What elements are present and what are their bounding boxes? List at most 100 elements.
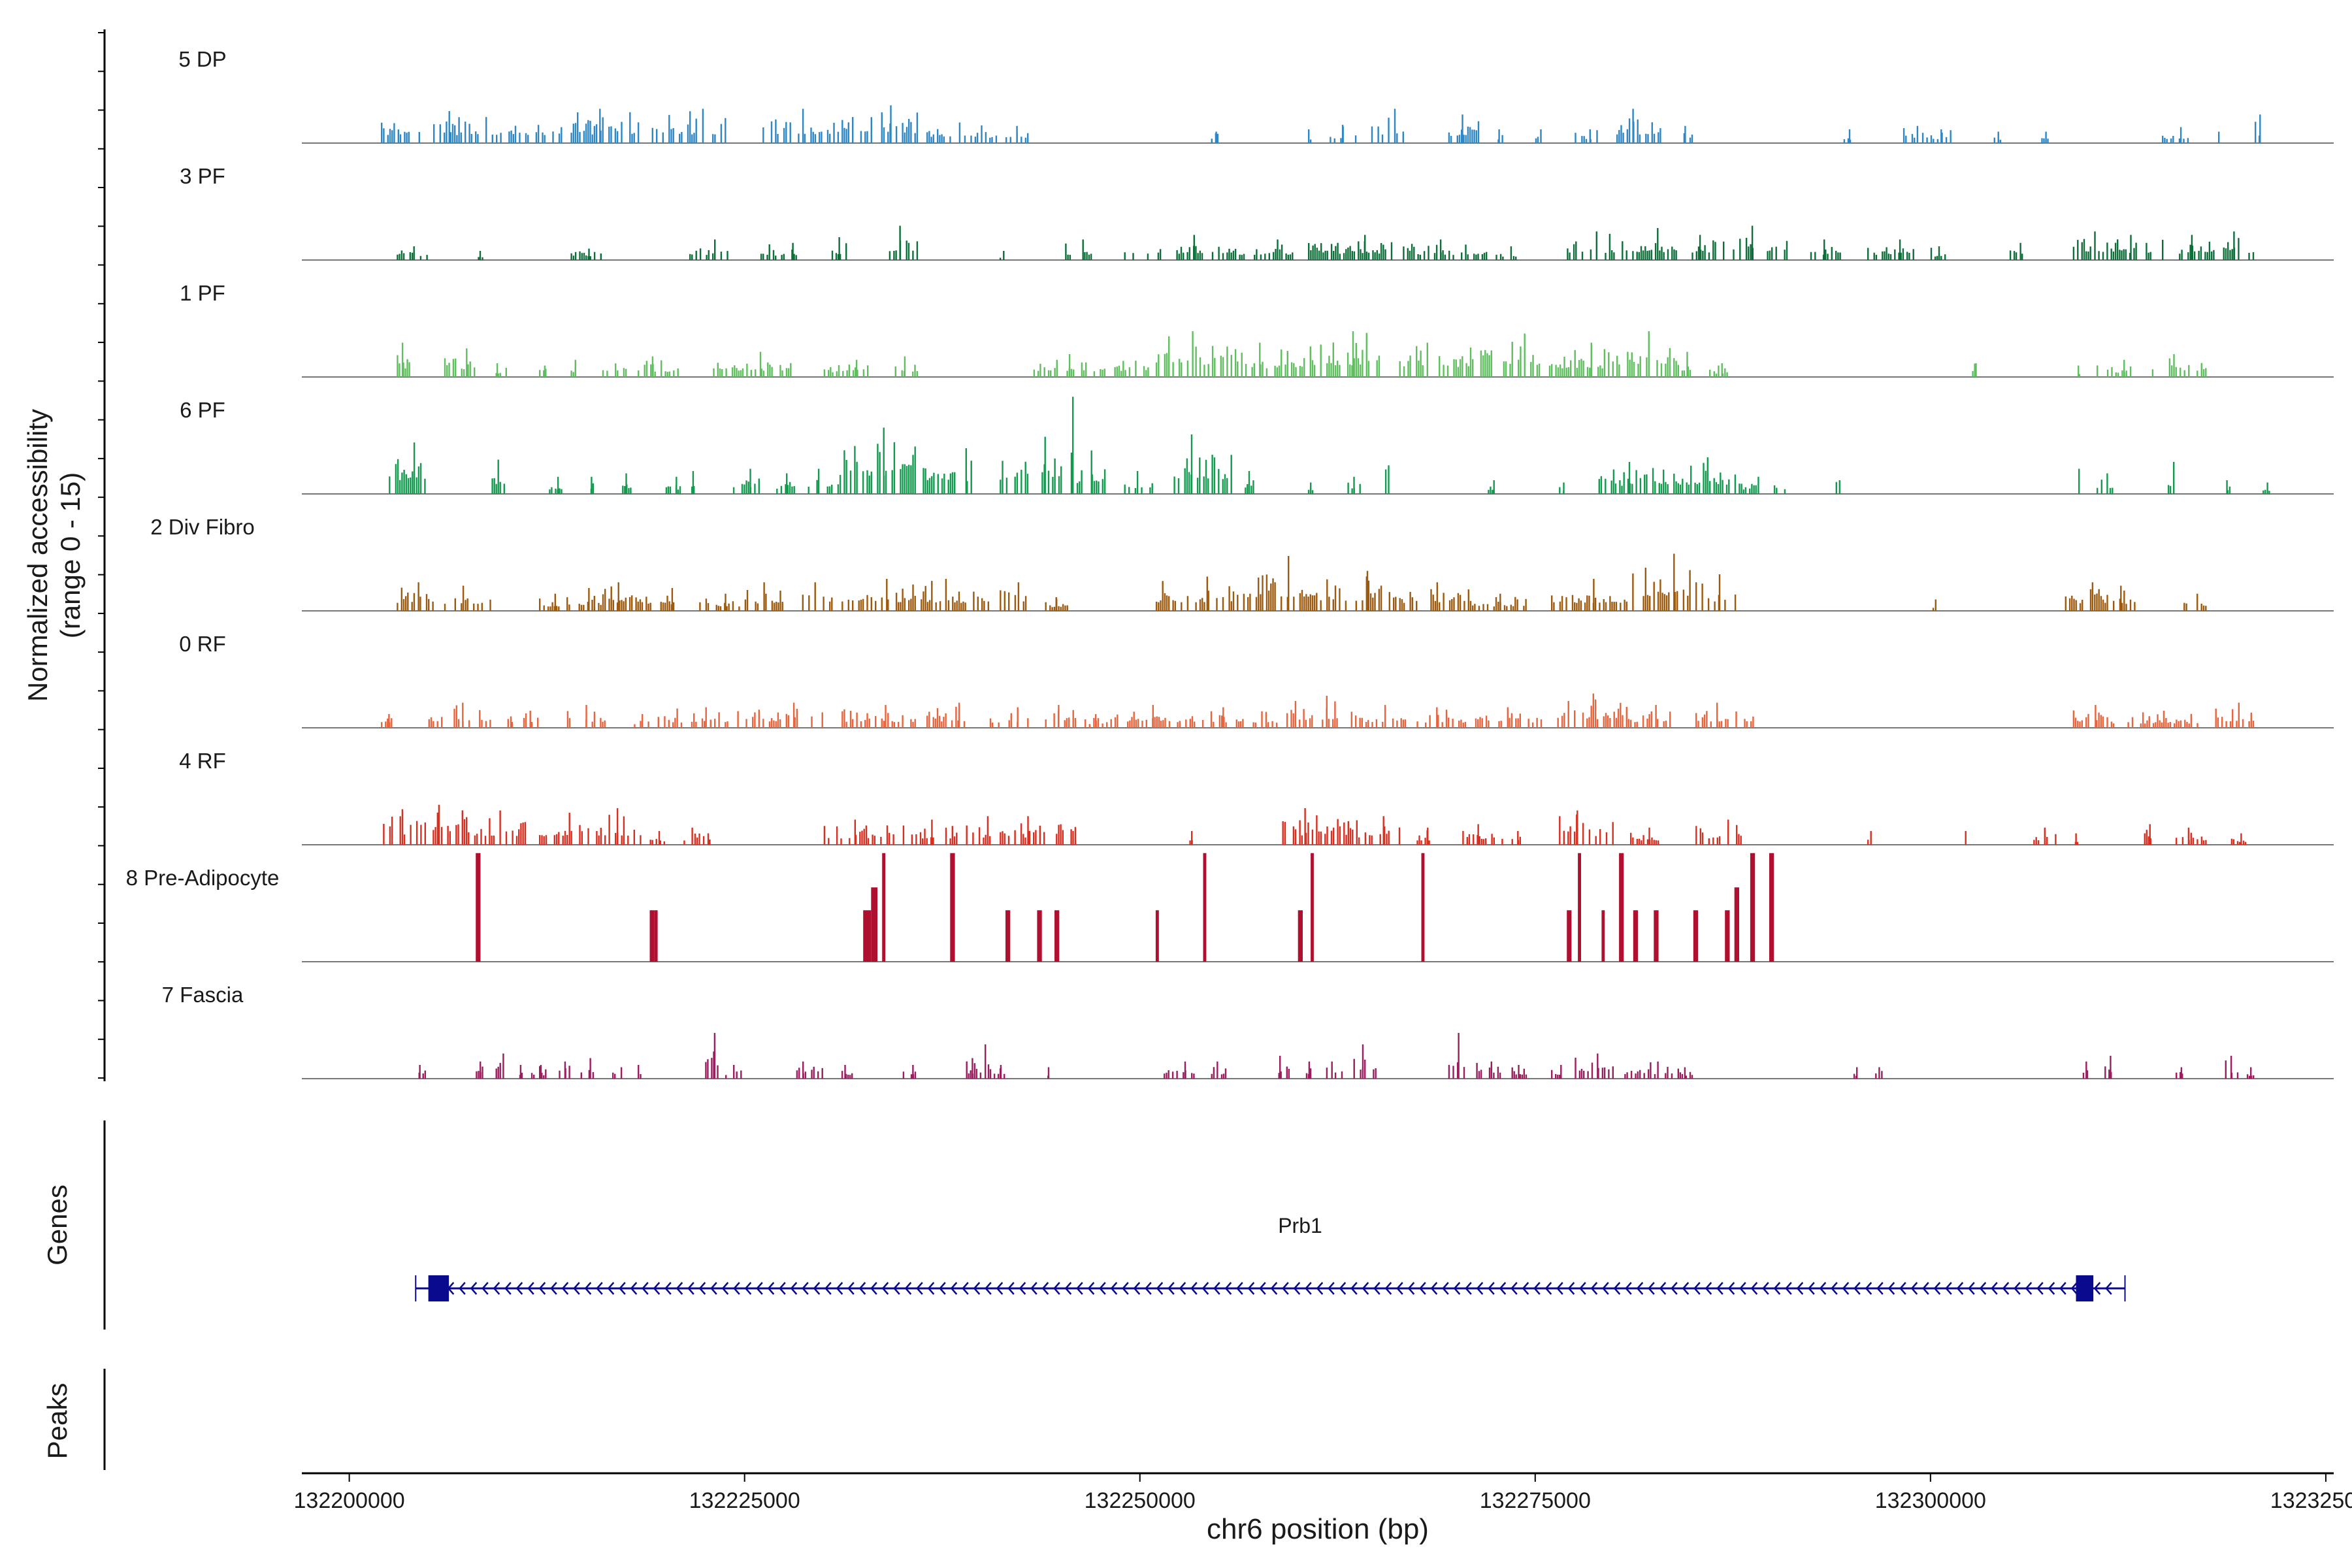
coverage-signal: [2033, 827, 2057, 845]
coverage-signal: [604, 808, 642, 845]
coverage-signal: [389, 442, 426, 494]
coverage-signal: [1155, 331, 1232, 377]
coverage-signal: [1037, 910, 1042, 962]
coverage-signal: [1313, 331, 1380, 377]
coverage-signal: [2104, 1056, 2112, 1079]
coverage-signal: [570, 248, 602, 260]
coverage-signal: [2255, 114, 2261, 143]
track-label: 2 Div Fibro: [150, 515, 255, 539]
coverage-signal: [2072, 231, 2104, 260]
coverage-signal: [1734, 887, 1739, 962]
coverage-signal: [1308, 129, 1312, 143]
coverage-signal: [1691, 235, 1725, 260]
coverage-signal: [1045, 705, 1077, 728]
coverage-signal: [397, 582, 434, 611]
coverage-signal: [1203, 853, 1207, 962]
coverage-signal: [1740, 476, 1786, 494]
coverage-signal: [2176, 827, 2207, 845]
coverage-signal: [839, 427, 916, 494]
x-tick-label: 132225000: [689, 1488, 800, 1513]
coverage-signal: [1693, 910, 1699, 962]
genes-panel-label: Genes: [42, 1184, 73, 1266]
coverage-signal: [2246, 1067, 2255, 1079]
coverage-signal: [1630, 705, 1671, 728]
coverage-signal: [2167, 462, 2175, 494]
coverage-signal: [1930, 246, 1946, 260]
coverage-signal: [1155, 910, 1159, 962]
coverage-signal: [654, 910, 658, 962]
coverage-signal: [705, 1033, 719, 1079]
coverage-signal: [841, 579, 916, 611]
coverage-signal: [1085, 714, 1108, 728]
coverage-signal: [1347, 476, 1361, 494]
coverage-signal: [1416, 827, 1430, 845]
coverage-signal: [2106, 710, 2198, 728]
coverage-signal: [651, 108, 727, 143]
coverage-signal: [1972, 363, 1977, 377]
gene-strand-arrows: [447, 1282, 2112, 1295]
coverage-signal: [1124, 235, 1235, 260]
coverage-signal: [999, 251, 1005, 260]
coverage-signal: [1211, 131, 1219, 143]
coverage-signal: [1110, 705, 1187, 728]
coverage-signal: [1725, 910, 1730, 962]
coverage-signal: [1155, 576, 1235, 611]
coverage-signal: [902, 1065, 917, 1079]
coverage-signal: [1476, 1061, 1501, 1079]
coverage-signal: [1345, 816, 1401, 845]
coverage-signal: [1000, 436, 1062, 494]
coverage-signal: [491, 459, 505, 494]
coverage-signal: [2183, 593, 2207, 611]
coverage-signal: [863, 910, 872, 962]
coverage-signal: [444, 348, 476, 377]
coverage-signal: [1632, 228, 1677, 260]
gene-exon: [2076, 1275, 2094, 1301]
coverage-signal: [495, 363, 507, 377]
coverage-signal: [2162, 127, 2189, 143]
coverage-signal: [1393, 582, 1472, 611]
coverage-signal: [1211, 1061, 1227, 1079]
coverage-signal: [495, 1053, 504, 1079]
coverage-signal: [590, 476, 595, 494]
coverage-signal: [1559, 482, 1565, 494]
coverage-signal: [1495, 246, 1517, 260]
coverage-signal: [580, 1058, 595, 1079]
coverage-signal: [2230, 833, 2247, 845]
coverage-signal: [966, 816, 991, 845]
track-label: 1 PF: [180, 281, 225, 305]
coverage-signal: [2041, 131, 2049, 143]
coverage-signal: [1065, 239, 1092, 260]
track-6-pf: 6 PF: [180, 397, 2334, 495]
coverage-signal: [1070, 397, 1074, 494]
coverage-signal: [1683, 125, 1693, 143]
coverage-signal: [926, 122, 998, 143]
coverage-signal: [1551, 579, 1627, 611]
coverage-signal: [1875, 1067, 1883, 1079]
coverage-signal: [1632, 553, 1691, 611]
coverage-signal: [1000, 582, 1027, 611]
coverage-signal: [691, 471, 695, 494]
coverage-signal: [889, 225, 919, 260]
coverage-signal: [2176, 1067, 2183, 1079]
track-label: 0 RF: [179, 632, 226, 656]
coverage-signal: [2218, 131, 2220, 143]
coverage-signal: [1361, 705, 1407, 728]
coverage-signal: [1311, 853, 1314, 962]
coverage-signal: [1458, 707, 1543, 728]
coverage-signal: [634, 714, 649, 728]
coverage-signal: [923, 448, 972, 494]
coverage-signal: [2144, 824, 2151, 845]
coverage-signal: [2078, 365, 2081, 377]
coverage-signal: [699, 593, 740, 611]
coverage-signal: [1305, 1061, 1312, 1079]
coverage-signal: [689, 239, 728, 260]
coverage-signal: [683, 827, 705, 845]
coverage-signal: [2215, 702, 2255, 728]
coverage-signal: [1237, 556, 1314, 611]
coverage-signal: [2065, 582, 2104, 611]
coverage-signal: [649, 588, 675, 611]
gene-exon: [428, 1275, 449, 1301]
coverage-signal: [1005, 910, 1011, 962]
coverage-signal: [744, 582, 783, 611]
